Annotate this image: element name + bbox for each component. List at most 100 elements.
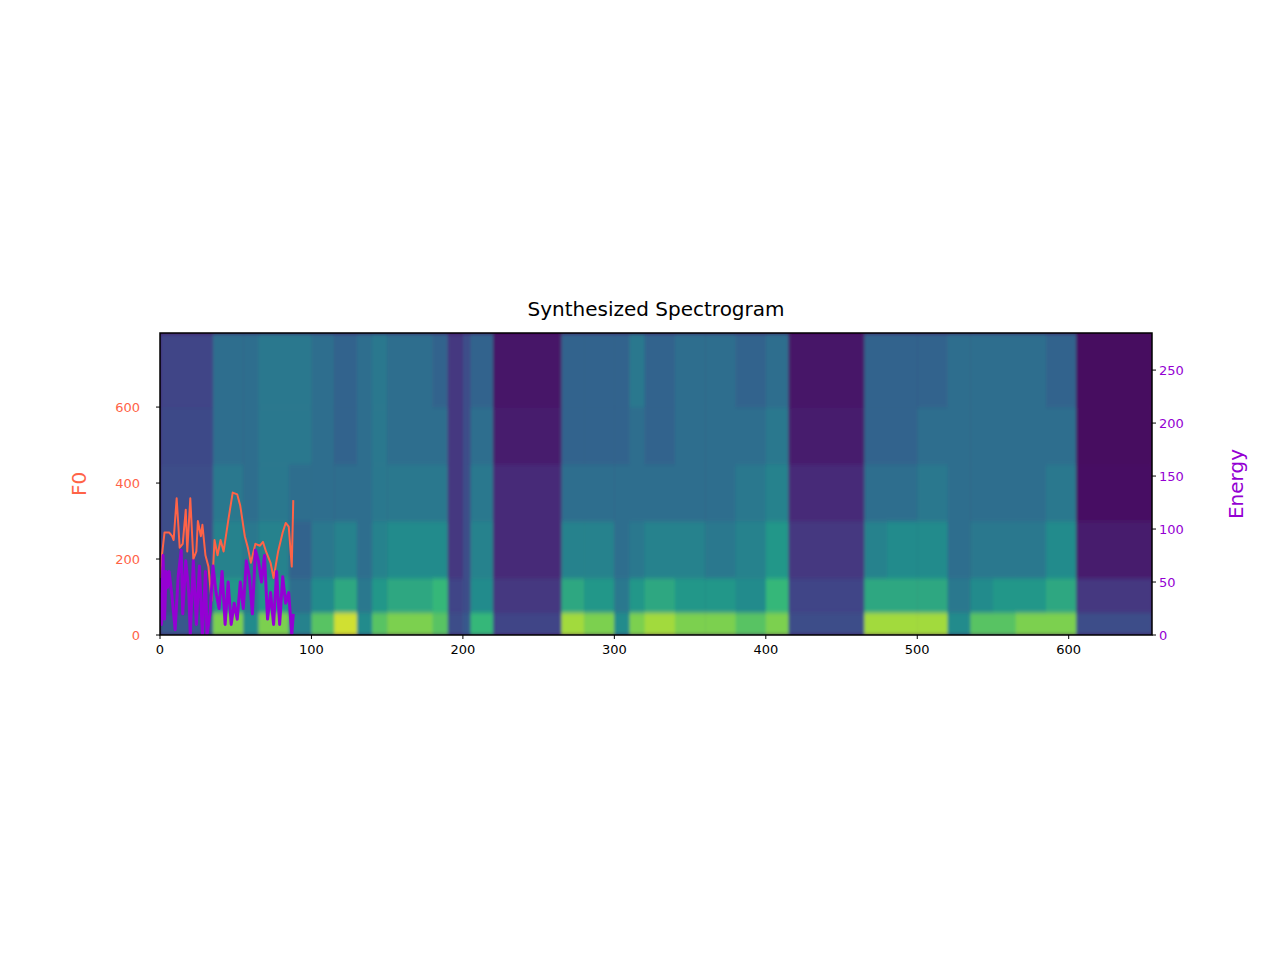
spectrogram-cell: [334, 578, 357, 613]
spectrogram-cell: [584, 464, 615, 521]
spectrogram-cell: [470, 612, 493, 635]
y-tick-label: 600: [115, 400, 140, 415]
spectrogram-cell: [948, 464, 971, 521]
spectrogram-cell: [917, 407, 948, 464]
spectrogram-cell: [1016, 333, 1047, 408]
spectrogram-cell: [1016, 578, 1047, 613]
spectrogram-cell: [705, 333, 736, 408]
spectrogram-cell: [357, 612, 373, 635]
y-tick: [156, 407, 160, 408]
spectrogram-cell: [993, 612, 1016, 635]
spectrogram-cell: [387, 521, 410, 578]
spectrogram-cell: [470, 521, 493, 578]
spectrogram-cell: [387, 612, 410, 635]
y2-tick: [1152, 476, 1156, 477]
spectrogram-cell: [614, 521, 630, 578]
y-axis-label: F0: [67, 472, 91, 496]
title: Synthesized Spectrogram: [527, 297, 784, 321]
spectrogram-cell: [1046, 333, 1077, 408]
spectrogram-cell: [629, 464, 645, 521]
spectrogram-cell: [258, 464, 289, 521]
spectrogram-cell: [584, 578, 615, 613]
spectrogram-cell: [387, 578, 410, 613]
spectrogram-cell: [213, 612, 244, 635]
spectrogram-cell: [584, 333, 615, 408]
spectrogram-cell: [448, 612, 464, 635]
spectrogram-cell: [433, 612, 449, 635]
spectrogram-cell: [766, 464, 789, 521]
spectrogram-cell: [561, 521, 584, 578]
spectrogram-cell: [493, 578, 562, 613]
spectrogram-cell: [243, 464, 259, 521]
spectrogram-cell: [334, 407, 357, 464]
x-tick-label: 600: [1056, 642, 1081, 657]
y2-tick-label: 50: [1159, 575, 1176, 590]
spectrogram-cell: [160, 407, 214, 464]
spectrogram-cell: [561, 464, 584, 521]
spectrogram-cell: [311, 578, 334, 613]
spectrogram-cell: [334, 521, 357, 578]
spectrogram-cell: [993, 333, 1016, 408]
spectrogram-cell: [993, 464, 1016, 521]
spectrogram-cell: [789, 407, 865, 464]
spectrogram-cell: [410, 407, 433, 464]
spectrogram-cell: [887, 464, 918, 521]
spectrogram-cell: [243, 612, 259, 635]
spectrogram-cell: [887, 407, 918, 464]
x-tick: [311, 635, 312, 639]
spectrogram-cell: [433, 464, 449, 521]
spectrogram-cell: [243, 333, 259, 408]
spectrogram-cell: [410, 612, 433, 635]
spectrogram-cell: [311, 521, 334, 578]
y2-tick-label: 200: [1159, 416, 1184, 431]
y-tick: [156, 559, 160, 560]
y-tick-label: 400: [115, 476, 140, 491]
spectrogram-cell: [1046, 578, 1077, 613]
spectrogram-cell: [645, 464, 676, 521]
spectrogram-cell: [675, 521, 706, 578]
spectrogram-cell: [970, 612, 993, 635]
spectrogram-cell: [614, 407, 630, 464]
spectrogram-cell: [736, 407, 767, 464]
x-tick-label: 0: [156, 642, 164, 657]
spectrogram-cell: [736, 333, 767, 408]
spectrogram-cell: [372, 407, 388, 464]
spectrogram-cell: [917, 333, 948, 408]
spectrogram-cell: [584, 612, 615, 635]
spectrogram-cell: [1046, 464, 1077, 521]
spectrogram-cell: [887, 333, 918, 408]
spectrogram-cell: [561, 333, 584, 408]
spectrogram-cell: [970, 521, 993, 578]
spectrogram-cell: [357, 407, 373, 464]
spectrogram-cell: [1076, 407, 1152, 464]
spectrogram-cell: [1076, 333, 1152, 408]
y2-tick-label: 250: [1159, 363, 1184, 378]
spectrogram-cell: [463, 407, 471, 464]
spectrogram-cell: [629, 407, 645, 464]
spectrogram-cell: [789, 333, 865, 408]
spectrogram-cell: [970, 578, 993, 613]
x-tick: [765, 635, 766, 639]
spectrogram-cell: [970, 407, 993, 464]
spectrogram-cell: [1016, 521, 1047, 578]
spectrogram-cell: [675, 333, 706, 408]
spectrogram-cell: [1076, 612, 1152, 635]
spectrogram-cell: [614, 578, 630, 613]
spectrogram: [160, 333, 1152, 635]
spectrogram-cell: [213, 407, 244, 464]
spectrogram-cell: [213, 333, 244, 408]
spectrogram-cell: [493, 612, 562, 635]
spectrogram-cell: [448, 407, 464, 464]
spectrogram-cell: [864, 612, 887, 635]
spectrogram-cell: [705, 521, 736, 578]
spectrogram-cell: [289, 333, 312, 408]
y2-tick: [1152, 423, 1156, 424]
y-tick: [156, 483, 160, 484]
spectrogram-cell: [387, 333, 410, 408]
spectrogram-cell: [463, 521, 471, 578]
spectrogram-cell: [410, 464, 433, 521]
spectrogram-cell: [705, 578, 736, 613]
y2-tick: [1152, 529, 1156, 530]
spectrogram-cell: [917, 578, 948, 613]
spectrogram-cell: [614, 612, 630, 635]
